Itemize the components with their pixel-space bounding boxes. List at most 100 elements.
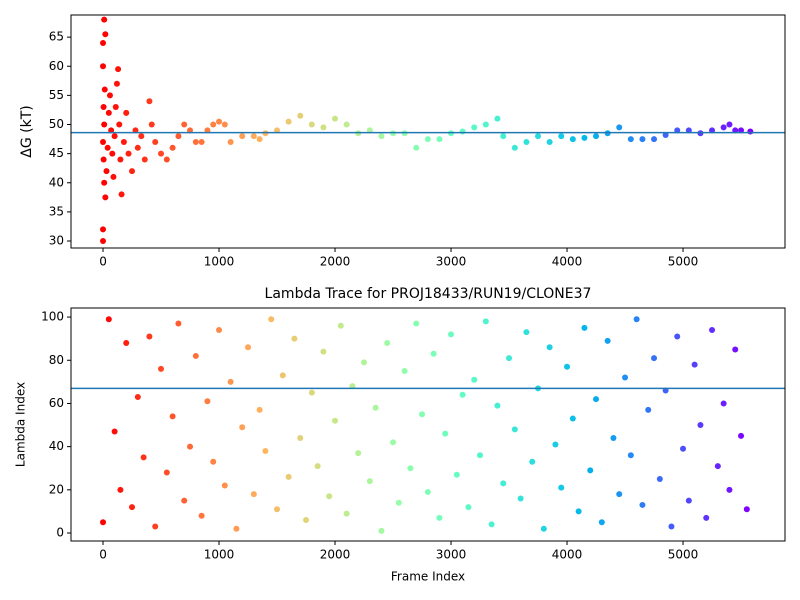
point (709, 327, 716, 334)
point (187, 443, 194, 450)
point (108, 127, 115, 134)
point (581, 134, 588, 141)
x-tick-label: 5000 (668, 548, 699, 562)
point (482, 318, 489, 325)
point (100, 238, 107, 245)
point (198, 512, 205, 519)
point (285, 473, 292, 480)
point (453, 471, 460, 478)
point (152, 523, 159, 530)
point (645, 406, 652, 413)
point (297, 434, 304, 441)
y-tick-label: 30 (49, 234, 64, 248)
point (488, 521, 495, 528)
point (125, 150, 132, 157)
point (366, 478, 373, 485)
point (100, 104, 107, 111)
point (245, 344, 252, 351)
point (482, 121, 489, 128)
y-tick-label: 40 (49, 439, 64, 453)
point (140, 454, 147, 461)
point (256, 406, 263, 413)
point (419, 411, 426, 418)
point (204, 127, 211, 134)
point (148, 121, 155, 128)
y-tick-label: 60 (49, 396, 64, 410)
point (529, 458, 536, 465)
point (546, 138, 553, 145)
point (436, 514, 443, 521)
point (117, 156, 124, 163)
point (106, 92, 113, 99)
point (407, 465, 414, 472)
point (101, 121, 108, 128)
point (129, 168, 136, 175)
point (158, 150, 165, 157)
point (471, 124, 478, 131)
point (384, 339, 391, 346)
point (100, 39, 107, 46)
point (523, 329, 530, 336)
point (320, 124, 327, 131)
point (187, 127, 194, 134)
point (413, 144, 420, 151)
point (378, 527, 385, 534)
point (103, 168, 110, 175)
point (575, 508, 582, 515)
x-tick-label: 3000 (436, 255, 467, 269)
point (100, 63, 107, 70)
point (109, 150, 116, 157)
point (227, 378, 234, 385)
point (616, 491, 623, 498)
point (668, 523, 675, 530)
point (239, 424, 246, 431)
point (535, 133, 542, 140)
point (691, 361, 698, 368)
point (343, 121, 350, 128)
point (332, 417, 339, 424)
point (680, 445, 687, 452)
point (163, 469, 170, 476)
point (204, 398, 211, 405)
point (158, 365, 165, 372)
point (662, 131, 669, 138)
point (424, 136, 431, 143)
x-tick-label: 0 (99, 255, 107, 269)
point (517, 495, 524, 502)
point (651, 136, 658, 143)
point (685, 127, 692, 134)
point (146, 98, 153, 105)
point (598, 519, 605, 526)
point (610, 434, 617, 441)
point (102, 31, 109, 38)
point (181, 121, 188, 128)
x-tick-label: 2000 (320, 255, 351, 269)
y-axis-label: Lambda Index (14, 382, 28, 467)
point (250, 491, 257, 498)
point (656, 476, 663, 483)
point (115, 66, 122, 73)
point (604, 337, 611, 344)
point (129, 504, 136, 511)
axes-frame (70, 307, 786, 542)
point (500, 133, 507, 140)
point (395, 499, 402, 506)
point (732, 346, 739, 353)
point (256, 136, 263, 143)
chart-title: Lambda Trace for PROJ18433/RUN19/CLONE37 (265, 286, 592, 302)
y-tick-label: 35 (49, 204, 64, 218)
point (540, 525, 547, 532)
point (697, 422, 704, 429)
y-tick-label: 50 (49, 117, 64, 131)
point (709, 127, 716, 134)
point (132, 127, 139, 134)
point (146, 333, 153, 340)
point (279, 372, 286, 379)
y-tick-label: 45 (49, 146, 64, 160)
point (743, 506, 750, 513)
point (308, 121, 315, 128)
point (477, 452, 484, 459)
point (627, 452, 634, 459)
point (622, 374, 629, 381)
